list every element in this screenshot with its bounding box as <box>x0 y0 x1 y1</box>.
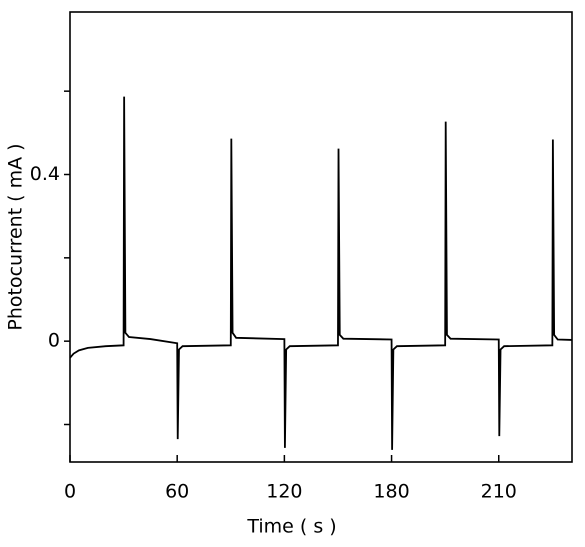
plot-frame <box>69 11 573 463</box>
y-tick-label: 0 <box>48 330 60 352</box>
y-axis-label: Photocurrent ( mA ) <box>5 143 27 330</box>
data-line <box>69 96 573 450</box>
x-tick-label: 210 <box>481 481 517 503</box>
x-axis-label: Time ( s ) <box>246 516 336 538</box>
x-tick-label: 60 <box>165 481 189 503</box>
x-tick-label: 180 <box>373 481 409 503</box>
y-tick-label: 0.4 <box>30 163 60 185</box>
x-tick-label: 120 <box>266 481 302 503</box>
x-tick-label: 0 <box>64 481 76 503</box>
